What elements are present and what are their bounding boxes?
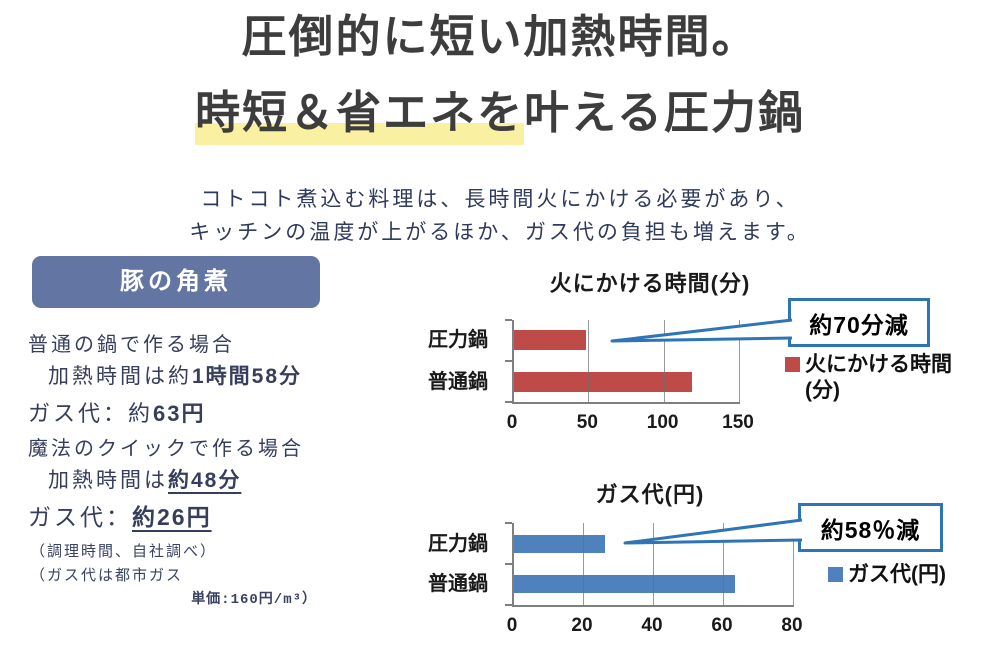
callout-cost-saved: 約58％減: [798, 503, 943, 552]
legend-label: 火にかける時間(分): [805, 353, 952, 402]
plot-area: [512, 320, 740, 404]
legend-swatch-icon: [828, 567, 843, 582]
y-axis-tick: [505, 360, 512, 362]
heating-time-value: 約48分: [168, 469, 242, 492]
chart-gas-cost: ガス代(円) ガス代(円) 約58％減 0 20 40 60 80 圧力鍋普通鍋: [420, 465, 1000, 662]
pressure-cooker-label: 圧力鍋: [428, 329, 488, 351]
normal-pot-gas-cost: ガス代：約63円: [28, 396, 206, 428]
gridline: [588, 320, 590, 402]
normal-pot-bar: [514, 575, 735, 593]
main-title-line1: 圧倒的に短い加熱時間。: [241, 11, 759, 62]
normal-pot-label: 普通鍋: [428, 371, 488, 393]
chart-title: 火にかける時間(分): [549, 271, 751, 296]
gridline: [663, 320, 665, 402]
footnote-gas-type: （ガス代は都市ガス: [30, 567, 184, 584]
gridline: [653, 523, 654, 605]
pressure-cooker-heating-time: 加熱時間は約48分: [48, 464, 241, 494]
case-panel-title: 豚の角煮: [32, 256, 320, 308]
gridline: [739, 320, 740, 402]
callout-time-saved: 約70分減: [788, 298, 930, 347]
x-tick-label: 0: [506, 412, 518, 433]
pressure-cooker-gas-cost: ガス代：約26円: [28, 498, 212, 532]
x-tick-label: 0: [506, 615, 518, 636]
y-axis-tick: [505, 563, 512, 565]
legend-swatch-icon: [785, 357, 800, 372]
footnote-gas-unit-price: 単価:160円/m³）: [191, 592, 317, 608]
footnote-survey: （調理時間、自社調べ）: [30, 543, 218, 560]
pressure-cooker-label: 圧力鍋: [428, 533, 488, 555]
y-axis-tick: [505, 401, 512, 403]
heating-time-prefix: 加熱時間は約: [48, 364, 192, 388]
x-tick-label: 20: [571, 615, 593, 636]
normal-pot-label: 普通鍋: [428, 573, 488, 595]
heating-time-prefix: 加熱時間は: [48, 468, 168, 492]
pressure-cooker-case-label: 魔法のクイックで作る場合: [28, 438, 304, 460]
normal-pot-heating-time: 加熱時間は約1時間58分: [48, 360, 302, 390]
normal-pot-case-label: 普通の鍋で作る場合: [28, 334, 235, 356]
gridline: [793, 523, 794, 605]
gas-cost-prefix: ガス代：: [28, 505, 132, 530]
x-tick-label: 100: [646, 412, 679, 433]
case-panel: 豚の角煮 普通の鍋で作る場合 加熱時間は約1時間58分 ガス代：約63円 魔法の…: [25, 256, 325, 626]
main-title-rest-text: 叶える圧力鍋: [524, 87, 805, 138]
chart-title: ガス代(円): [595, 482, 705, 507]
pressure-cooker-bar: [514, 535, 605, 553]
main-title-line2: 時短＆省エネを叶える圧力鍋: [0, 86, 1000, 145]
subtitle-line2: キッチンの温度が上がるほか、ガス代の負担も増えます。: [189, 220, 811, 244]
legend: 火にかける時間(分): [785, 352, 960, 404]
chart-heating-time: 火にかける時間(分) 火にかける時間(分) 約70分減 0 50 100 150 圧力鍋…: [420, 260, 1000, 457]
legend-label: ガス代(円): [848, 563, 946, 586]
gridline: [583, 523, 584, 605]
subtitle: コトコト煮込む料理は、長時間火にかける必要があり、 キッチンの温度が上がるほか、…: [0, 183, 1000, 249]
subtitle-line1: コトコト煮込む料理は、長時間火にかける必要があり、: [200, 187, 800, 211]
gas-cost-value: 約26円: [132, 504, 212, 530]
x-tick-label: 60: [711, 615, 733, 636]
x-tick-label: 40: [641, 615, 663, 636]
gas-cost-value: 63円: [153, 401, 206, 426]
main-title-highlighted-text: 時短＆省エネを: [195, 87, 525, 145]
y-axis-tick: [505, 319, 512, 321]
plot-area: [512, 523, 794, 607]
gridline: [723, 523, 724, 605]
y-axis-tick: [505, 522, 512, 524]
x-tick-label: 150: [722, 412, 754, 433]
x-tick-label: 50: [576, 412, 598, 433]
y-axis-tick: [505, 604, 512, 606]
pressure-cooker-bar: [514, 330, 587, 350]
x-tick-label: 80: [781, 615, 803, 636]
gas-cost-prefix: ガス代：約: [28, 401, 154, 426]
heating-time-value: 1時間58分: [192, 365, 303, 388]
normal-pot-bar: [514, 372, 692, 392]
legend: ガス代(円): [828, 562, 946, 588]
